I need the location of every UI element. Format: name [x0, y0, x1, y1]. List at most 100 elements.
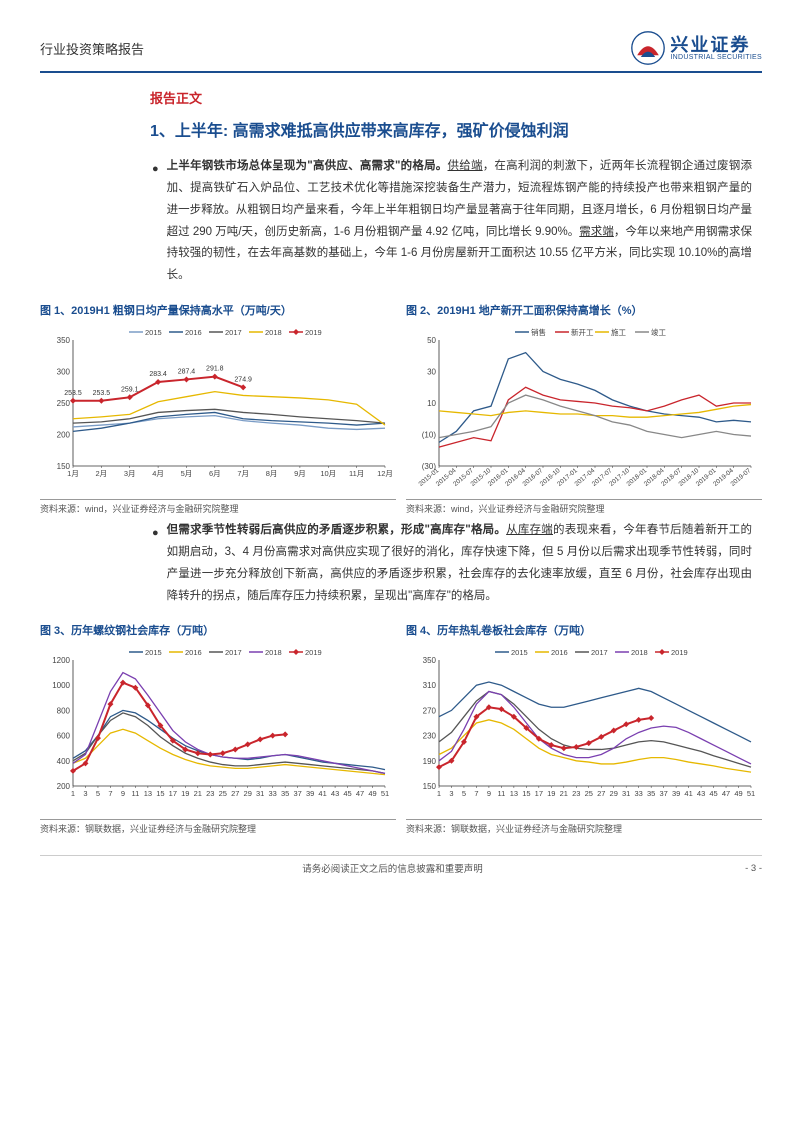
- svg-text:9月: 9月: [294, 469, 306, 478]
- svg-text:10月: 10月: [320, 469, 336, 478]
- svg-text:25: 25: [219, 789, 227, 798]
- svg-text:33: 33: [635, 789, 643, 798]
- svg-text:29: 29: [610, 789, 618, 798]
- para1-demand-label: 需求端: [579, 226, 614, 238]
- svg-text:2016: 2016: [185, 648, 202, 657]
- svg-text:250: 250: [57, 399, 71, 408]
- chart-2: (30)(10)1030502015-012015-042015-072015-…: [406, 322, 762, 492]
- svg-text:21: 21: [194, 789, 202, 798]
- svg-text:190: 190: [423, 757, 437, 766]
- chart-4-title: 图 4、历年热轧卷板社会库存（万吨）: [406, 622, 762, 638]
- svg-text:291.8: 291.8: [206, 366, 224, 373]
- svg-text:新开工: 新开工: [571, 327, 594, 337]
- svg-text:45: 45: [343, 789, 351, 798]
- bullet-icon: ●: [152, 523, 159, 607]
- svg-text:33: 33: [269, 789, 277, 798]
- paragraph-2: ● 但需求季节性转弱后高供应的矛盾逐步积累，形成"高库存"格局。从库存端的表现来…: [170, 520, 752, 607]
- svg-text:10: 10: [427, 399, 436, 408]
- svg-text:6月: 6月: [209, 469, 221, 478]
- svg-text:2015: 2015: [511, 648, 528, 657]
- svg-text:21: 21: [560, 789, 568, 798]
- svg-text:47: 47: [722, 789, 730, 798]
- svg-text:39: 39: [306, 789, 314, 798]
- svg-text:30: 30: [427, 368, 436, 377]
- svg-text:23: 23: [572, 789, 580, 798]
- page-header: 行业投资策略报告 兴业证券 INDUSTRIAL SECURITIES: [40, 30, 762, 73]
- svg-text:1200: 1200: [52, 656, 70, 665]
- logo-cn: 兴业证券: [670, 36, 762, 54]
- svg-text:310: 310: [423, 682, 437, 691]
- svg-text:2017: 2017: [225, 648, 242, 657]
- svg-text:5月: 5月: [181, 469, 193, 478]
- svg-text:2017: 2017: [591, 648, 608, 657]
- svg-text:200: 200: [57, 431, 71, 440]
- page-number: - 3 -: [745, 863, 762, 874]
- svg-text:1000: 1000: [52, 682, 70, 691]
- chart-1-title: 图 1、2019H1 粗钢日均产量保持高水平（万吨/天）: [40, 302, 396, 318]
- svg-text:43: 43: [331, 789, 339, 798]
- svg-text:49: 49: [734, 789, 742, 798]
- svg-text:7: 7: [474, 789, 478, 798]
- svg-text:5: 5: [96, 789, 100, 798]
- svg-text:400: 400: [57, 757, 71, 766]
- svg-text:销售: 销售: [531, 327, 546, 337]
- chart-2-source: 资料来源：wind，兴业证券经济与金融研究院整理: [406, 499, 762, 515]
- category-label: 行业投资策略报告: [40, 39, 144, 58]
- svg-text:350: 350: [57, 336, 71, 345]
- svg-text:37: 37: [659, 789, 667, 798]
- svg-text:7: 7: [108, 789, 112, 798]
- chart-3-source: 资料来源：钢联数据，兴业证券经济与金融研究院整理: [40, 819, 396, 835]
- svg-text:41: 41: [318, 789, 326, 798]
- chart-1-source: 资料来源：wind，兴业证券经济与金融研究院整理: [40, 499, 396, 515]
- svg-text:2016: 2016: [551, 648, 568, 657]
- svg-text:300: 300: [57, 368, 71, 377]
- logo-icon: [630, 30, 666, 66]
- svg-text:17: 17: [535, 789, 543, 798]
- svg-text:47: 47: [356, 789, 364, 798]
- svg-text:39: 39: [672, 789, 680, 798]
- svg-text:23: 23: [206, 789, 214, 798]
- svg-text:施工: 施工: [611, 327, 626, 337]
- chart-4: 1501902302703103501357911131517192123252…: [406, 642, 762, 812]
- svg-text:27: 27: [231, 789, 239, 798]
- svg-text:3月: 3月: [124, 469, 136, 478]
- chart-4-source: 资料来源：钢联数据，兴业证券经济与金融研究院整理: [406, 819, 762, 835]
- logo-en: INDUSTRIAL SECURITIES: [670, 54, 762, 61]
- chart-1: 1502002503003501月2月3月4月5月6月7月8月9月10月11月1…: [40, 322, 396, 492]
- svg-text:51: 51: [747, 789, 755, 798]
- svg-text:274.9: 274.9: [234, 376, 252, 383]
- svg-text:5: 5: [462, 789, 466, 798]
- chart-3-title: 图 3、历年螺纹钢社会库存（万吨）: [40, 622, 396, 638]
- svg-text:600: 600: [57, 732, 71, 741]
- svg-text:15: 15: [156, 789, 164, 798]
- svg-text:2015: 2015: [145, 648, 162, 657]
- svg-text:230: 230: [423, 732, 437, 741]
- svg-text:800: 800: [57, 707, 71, 716]
- svg-text:31: 31: [622, 789, 630, 798]
- svg-text:259.1: 259.1: [121, 386, 139, 393]
- svg-text:270: 270: [423, 707, 437, 716]
- para2-lead: 但需求季节性转弱后高供应的矛盾逐步积累，形成"高库存"格局。: [167, 524, 506, 536]
- svg-text:15: 15: [522, 789, 530, 798]
- svg-text:2018: 2018: [631, 648, 648, 657]
- para1-lead: 上半年钢铁市场总体呈现为"高供应、高需求"的格局。: [167, 160, 448, 172]
- svg-text:25: 25: [585, 789, 593, 798]
- svg-text:27: 27: [597, 789, 605, 798]
- svg-text:19: 19: [181, 789, 189, 798]
- paragraph-1: ● 上半年钢铁市场总体呈现为"高供应、高需求"的格局。供给端，在高利润的刺激下，…: [170, 156, 752, 287]
- svg-text:8月: 8月: [266, 469, 278, 478]
- footer-disclaimer: 请务必阅读正文之后的信息披露和重要声明: [40, 861, 745, 875]
- section-1-title: 1、上半年: 高需求难抵高供应带来高库存，强矿价侵蚀利润: [150, 117, 762, 141]
- report-body-label: 报告正文: [150, 88, 762, 107]
- para2-inventory-label: 从库存端: [506, 524, 553, 536]
- svg-text:35: 35: [647, 789, 655, 798]
- svg-text:45: 45: [709, 789, 717, 798]
- svg-text:13: 13: [510, 789, 518, 798]
- svg-text:1月: 1月: [67, 469, 79, 478]
- svg-text:253.5: 253.5: [64, 390, 82, 397]
- svg-text:9: 9: [121, 789, 125, 798]
- svg-text:200: 200: [57, 782, 71, 791]
- svg-text:2019: 2019: [305, 328, 322, 337]
- svg-text:12月: 12月: [377, 469, 393, 478]
- svg-text:31: 31: [256, 789, 264, 798]
